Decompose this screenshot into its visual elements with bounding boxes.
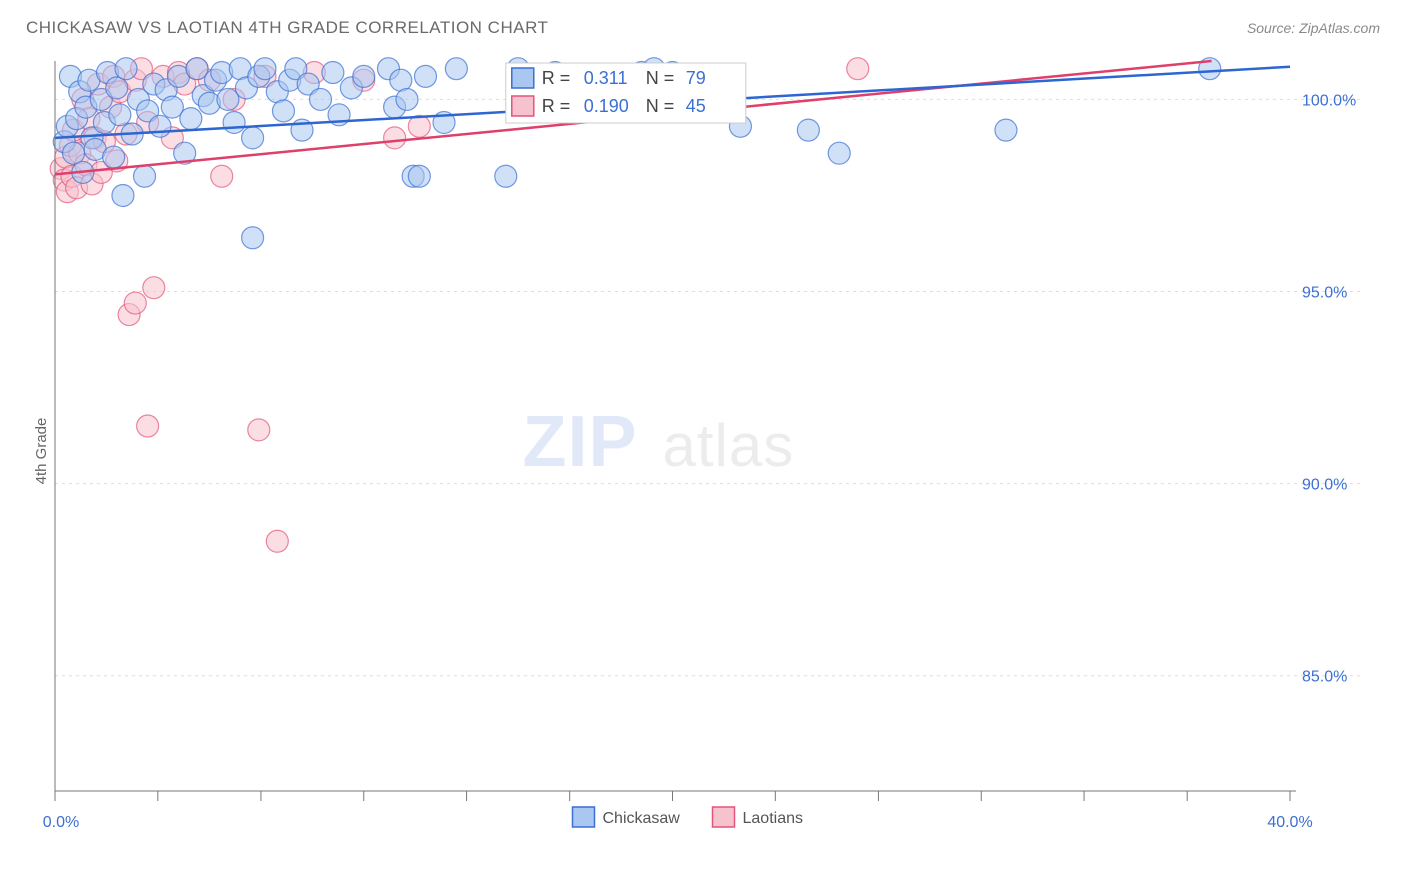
watermark-atlas: atlas [663, 412, 795, 479]
laotians-point [384, 127, 406, 149]
chickasaw-point [322, 62, 344, 84]
chickasaw-point [390, 69, 412, 91]
stats-n-label-b: N = [646, 96, 675, 116]
legend-swatch-chickasaw [573, 807, 595, 827]
chickasaw-point [797, 119, 819, 141]
x-max-label: 40.0% [1267, 814, 1312, 831]
chickasaw-point [254, 58, 276, 80]
scatter-chart: 85.0% 90.0% 95.0% 100.0% ZIP atlas 0.0% 40.0% R … [0, 46, 1406, 856]
laotians-point [266, 530, 288, 552]
stats-r-label-b: R = [542, 96, 571, 116]
source-name: ZipAtlas.com [1299, 20, 1380, 36]
legend-swatch-laotians [713, 807, 735, 827]
stats-n-value-a: 79 [686, 68, 706, 88]
chickasaw-point [995, 119, 1017, 141]
stats-swatch-chickasaw [512, 68, 534, 88]
laotians-point [248, 419, 270, 441]
chart-title: CHICKASAW VS LAOTIAN 4TH GRADE CORRELATI… [26, 18, 548, 38]
x-min-label: 0.0% [43, 814, 79, 831]
chickasaw-point [242, 227, 264, 249]
chickasaw-point [180, 108, 202, 130]
chart-area: 4th Grade 85.0% 90.0% 95.0% 100.0% ZIP atlas 0… [0, 46, 1406, 856]
laotians-point [137, 415, 159, 437]
chickasaw-point [242, 127, 264, 149]
stats-r-label-a: R = [542, 68, 571, 88]
y-tick-label: 85.0% [1302, 669, 1347, 686]
chickasaw-point [445, 58, 467, 80]
chickasaw-point [828, 142, 850, 164]
watermark-zip: ZIP [523, 402, 638, 482]
chickasaw-point [272, 100, 294, 122]
y-axis-label: 4th Grade [33, 418, 50, 485]
stats-r-value-a: 0.311 [584, 68, 628, 88]
chart-header: CHICKASAW VS LAOTIAN 4TH GRADE CORRELATI… [0, 0, 1406, 46]
chickasaw-point [106, 77, 128, 99]
y-tick-label: 100.0% [1302, 92, 1356, 109]
chickasaw-point [415, 65, 437, 87]
chickasaw-point [408, 165, 430, 187]
laotians-point [124, 292, 146, 314]
chickasaw-point [103, 146, 125, 168]
laotians-point [211, 165, 233, 187]
legend-label-chickasaw: Chickasaw [603, 810, 681, 827]
y-tick-label: 90.0% [1302, 477, 1347, 494]
chickasaw-point [396, 88, 418, 110]
stats-n-label-a: N = [646, 68, 675, 88]
laotians-point [847, 58, 869, 80]
chickasaw-point [223, 111, 245, 133]
source-prefix: Source: [1247, 20, 1299, 36]
chickasaw-point [495, 165, 517, 187]
chickasaw-point [310, 88, 332, 110]
chickasaw-point [109, 104, 131, 126]
chickasaw-point [149, 115, 171, 137]
laotians-point [143, 277, 165, 299]
chickasaw-point [353, 65, 375, 87]
chickasaw-point [63, 142, 85, 164]
stats-swatch-laotians [512, 96, 534, 116]
legend-label-laotians: Laotians [743, 810, 804, 827]
stats-r-value-b: 0.190 [584, 96, 629, 116]
chart-source: Source: ZipAtlas.com [1247, 20, 1380, 36]
y-tick-label: 95.0% [1302, 285, 1347, 302]
chickasaw-point [115, 58, 137, 80]
stats-n-value-b: 45 [686, 96, 706, 116]
chickasaw-point [112, 184, 134, 206]
chickasaw-point [134, 165, 156, 187]
laotians-point [408, 115, 430, 137]
